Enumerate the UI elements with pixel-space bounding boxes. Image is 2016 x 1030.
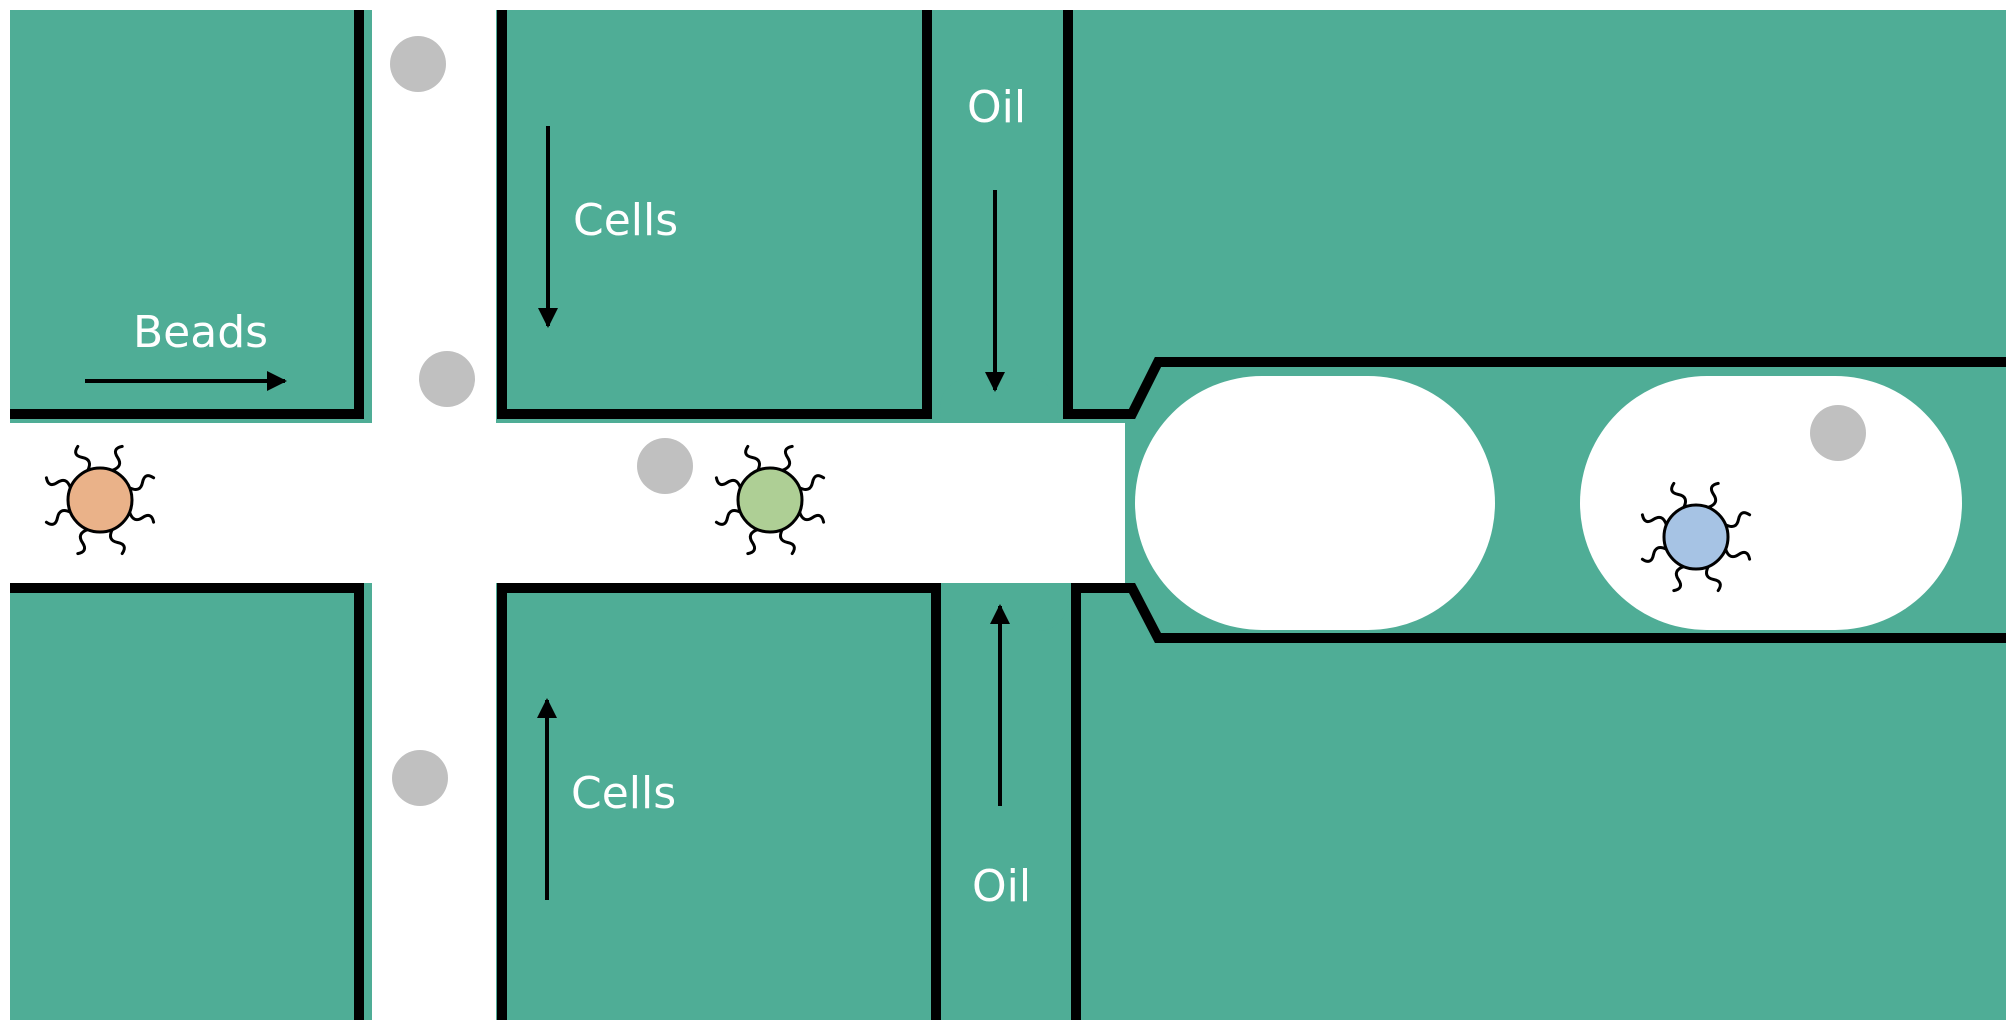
cell-tendril: [74, 444, 91, 472]
labels: Beads Cells Cells Oil Oil: [133, 82, 1031, 912]
cell-tendril: [1640, 546, 1668, 563]
cell-tendril: [714, 476, 742, 490]
cell-orange-icon: [44, 444, 156, 556]
wall-top-middle: [497, 10, 932, 419]
droplet-encapsulated: [1580, 376, 1962, 630]
cell-tendril: [1724, 547, 1752, 561]
cell-blue-icon: [1640, 481, 1752, 593]
cell-body: [736, 466, 804, 534]
oil-top-label: Oil: [967, 82, 1026, 133]
chip-block-top-middle: [496, 10, 932, 423]
oil-channel-top: [930, 10, 1068, 423]
cell-tendril: [798, 510, 826, 524]
cell-tendril: [44, 509, 72, 526]
cell-tendril: [1724, 511, 1752, 528]
cell-tendril: [44, 476, 72, 490]
droplets: [1135, 376, 1962, 630]
channels: [10, 10, 1158, 1020]
chip-block-top-left: [10, 10, 372, 423]
wall-top-left: [10, 10, 364, 419]
horizontal-channel: [10, 423, 1135, 583]
cell-tendril: [110, 444, 124, 472]
cell-tendril: [128, 474, 156, 491]
wall-bottom-middle: [497, 583, 941, 1020]
bead-dot: [392, 750, 448, 806]
cell-green-icon: [714, 444, 826, 556]
cell-tendril: [780, 444, 794, 472]
cell-tendril: [779, 528, 796, 556]
chip-block-bottom-left: [10, 583, 372, 1020]
bead-dot: [637, 438, 693, 494]
cell-tendril: [109, 528, 126, 556]
cells-bottom-label: Cells: [571, 768, 676, 819]
cell-tendril: [714, 509, 742, 526]
bead-dot: [390, 36, 446, 92]
oil-channel-bottom: [940, 583, 1076, 1020]
cell-tendril: [1705, 565, 1722, 593]
cell-tendril: [76, 528, 90, 556]
cell-tendril: [1706, 481, 1720, 509]
wall-bottom-right: [1071, 583, 2006, 1020]
cells-top-label: Cells: [573, 195, 678, 246]
chip-block-bottom-middle: [496, 583, 941, 1020]
cell-tendril: [746, 528, 760, 556]
cell-tendril: [1640, 513, 1668, 527]
bead-dot: [419, 351, 475, 407]
bead-dot: [1810, 405, 1866, 461]
flow-arrows: [85, 126, 1010, 900]
cell-tendril: [744, 444, 761, 472]
cell-tendril: [798, 474, 826, 491]
channel-walls: [10, 10, 2006, 1020]
vertical-bead-channel: [372, 10, 496, 1020]
wall-bottom-left: [10, 583, 364, 1020]
wall-top-right: [1063, 10, 2006, 419]
beads-label: Beads: [133, 307, 268, 358]
droplet-empty: [1135, 376, 1495, 630]
cell-tendril: [128, 510, 156, 524]
cell-body: [1662, 503, 1730, 571]
cell-tendril: [1670, 481, 1687, 509]
cell-tendril: [1672, 565, 1686, 593]
oil-bottom-label: Oil: [972, 861, 1031, 912]
cell-body: [66, 466, 134, 534]
beads: [390, 36, 1866, 806]
chip-body: [10, 10, 2006, 1020]
